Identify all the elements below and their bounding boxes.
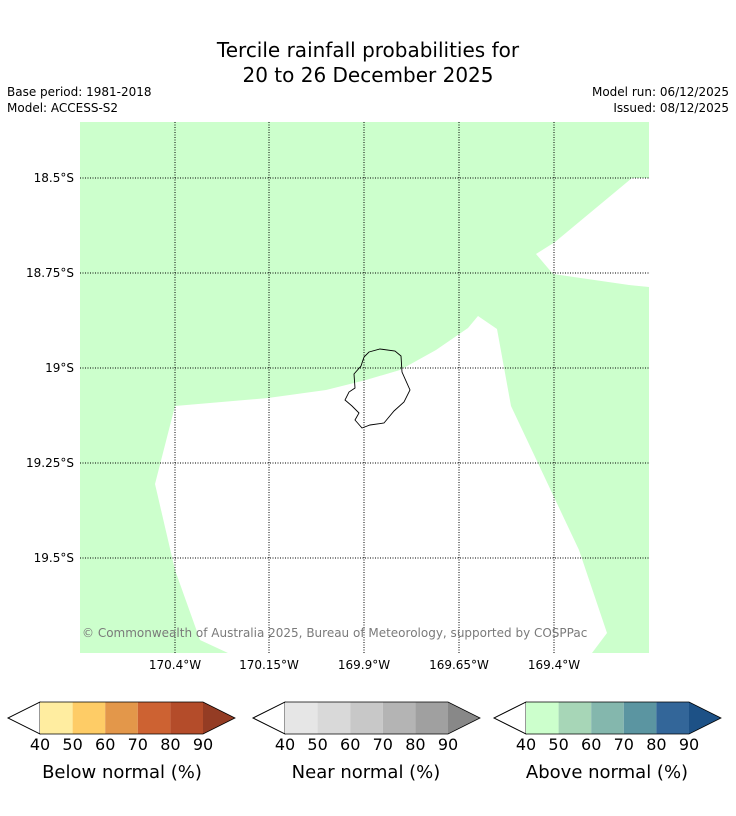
- lon-label: 170.4°W: [148, 658, 202, 672]
- colorbar-near-bin: [350, 702, 383, 734]
- colorbar-below-title: Below normal (%): [42, 762, 202, 783]
- colorbar-below-under: [7, 701, 41, 735]
- colorbar-above-outline: [493, 701, 722, 735]
- lon-label: 169.9°W: [337, 658, 391, 672]
- issued-date: Issued: 08/12/2025: [613, 101, 729, 115]
- colorbar-near-bin: [382, 702, 416, 734]
- map-title: Tercile rainfall probabilities for 20 to…: [0, 38, 736, 88]
- lon-label: 170.15°W: [239, 658, 299, 672]
- colorbar-below-bin: [72, 702, 106, 734]
- colorbar-below: [7, 701, 236, 735]
- colorbar-below-bin: [137, 702, 171, 734]
- tick-label: 40: [274, 735, 296, 754]
- tick-label: 50: [548, 735, 569, 754]
- tick-label: 70: [372, 735, 393, 754]
- title-line-2: 20 to 26 December 2025: [242, 63, 494, 87]
- colorbar-above: [493, 701, 722, 735]
- lat-label: 19.25°S: [26, 456, 74, 470]
- tick-label: 60: [95, 735, 116, 754]
- island-coastline: [344, 348, 411, 429]
- model-name: Model: ACCESS-S2: [7, 101, 119, 115]
- tick-label: 60: [340, 735, 361, 754]
- colorbar-above-bin: [656, 702, 689, 734]
- colorbar-below-outline: [7, 701, 236, 735]
- colorbar-above-over: [689, 702, 721, 734]
- colorbar-near-bin: [415, 702, 448, 734]
- colorbar-above-bin: [623, 702, 657, 734]
- colorbar-near-under: [252, 701, 286, 735]
- title-line-1: Tercile rainfall probabilities for: [216, 38, 520, 62]
- tick-label: 80: [646, 735, 667, 754]
- meta-left: Base period: 1981-2018 Model: ACCESS-S2: [7, 84, 152, 116]
- tick-label: 60: [581, 735, 602, 754]
- copyright-notice: © Commonwealth of Australia 2025, Bureau…: [82, 626, 588, 640]
- tick-label: 70: [613, 735, 634, 754]
- lon-label: 169.4°W: [527, 658, 581, 672]
- tick-label: 40: [29, 735, 51, 754]
- colorbar-near-title: Near normal (%): [291, 762, 441, 783]
- colorbar-near-over: [448, 702, 480, 734]
- tick-label: 50: [62, 735, 83, 754]
- colorbar-near-outline: [252, 701, 481, 735]
- tick-label: 90: [437, 735, 459, 754]
- tick-label: 80: [160, 735, 181, 754]
- lat-label: 19.5°S: [33, 551, 74, 565]
- lat-label: 19°S: [45, 361, 74, 375]
- tick-label: 40: [515, 735, 537, 754]
- lat-label: 18.75°S: [26, 266, 74, 280]
- lon-label: 169.65°W: [429, 658, 489, 672]
- lat-label: 18.5°S: [33, 171, 74, 185]
- tick-label: 50: [307, 735, 328, 754]
- colorbar-below-bin: [105, 702, 138, 734]
- colorbar-below-bin: [40, 702, 73, 734]
- colorbar-near-bin: [285, 702, 318, 734]
- colorbar-above-bin: [526, 702, 559, 734]
- model-run: Model run: 06/12/2025: [591, 85, 729, 99]
- colorbar-below-bin: [170, 702, 203, 734]
- base-period: Base period: 1981-2018: [7, 85, 152, 99]
- colorbar-above-bin: [591, 702, 624, 734]
- colorbar-above-title: Above normal (%): [525, 762, 689, 783]
- colorbar-below-over: [203, 702, 235, 734]
- colorbar-above-bin: [558, 702, 592, 734]
- colorbar-above-under: [493, 701, 527, 735]
- tick-label: 80: [405, 735, 426, 754]
- meta-right: Model run: 06/12/2025 Issued: 08/12/2025: [592, 84, 729, 116]
- probability-shading: [80, 122, 649, 653]
- tick-label: 70: [127, 735, 148, 754]
- tick-label: 90: [678, 735, 700, 754]
- tick-label: 90: [192, 735, 214, 754]
- map-gridlines: [80, 122, 649, 653]
- colorbar-near-bin: [317, 702, 351, 734]
- colorbar-near: [252, 701, 481, 735]
